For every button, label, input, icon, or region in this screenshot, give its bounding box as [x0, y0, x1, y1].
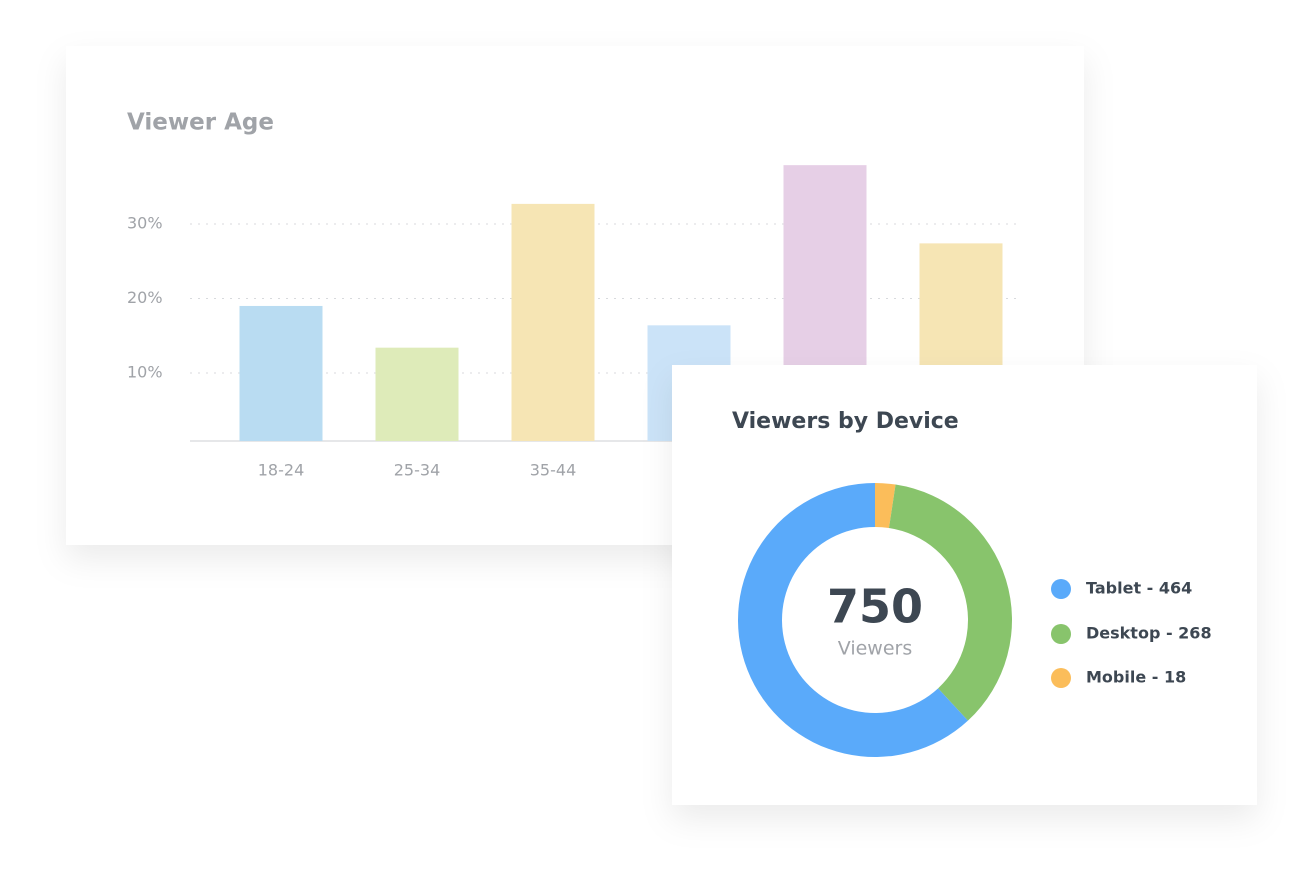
y-tick-label: 30%: [127, 214, 163, 233]
x-tick-label: 18-24: [258, 461, 305, 480]
legend-label: Mobile - 18: [1086, 668, 1186, 687]
donut-segment: [737, 483, 968, 757]
y-tick-label: 10%: [127, 363, 163, 382]
legend-label: Desktop - 268: [1086, 624, 1212, 643]
bar: [239, 305, 323, 441]
bar: [511, 203, 595, 441]
legend-swatch: [1051, 624, 1071, 644]
legend-swatch: [1051, 668, 1071, 688]
x-tick-label: 35-44: [530, 461, 577, 480]
center-label: Viewers: [838, 638, 913, 660]
donut-segment: [888, 484, 1012, 721]
legend-label: Tablet - 464: [1086, 579, 1192, 598]
center-value: 750: [827, 580, 923, 634]
chart-title: Viewers by Device: [732, 409, 959, 434]
age-card: Viewer Age 10% 20% 30% 18-24 25-34 35-44: [66, 46, 1084, 545]
device-card: Viewers by Device 750 Viewers Tablet - 464…: [672, 365, 1257, 805]
legend-swatch: [1051, 579, 1071, 599]
chart-title: Viewer Age: [127, 110, 274, 136]
donut-segment: [875, 483, 896, 529]
x-tick-label: 25-34: [394, 461, 441, 480]
bar: [375, 347, 459, 441]
y-tick-label: 20%: [127, 288, 163, 307]
